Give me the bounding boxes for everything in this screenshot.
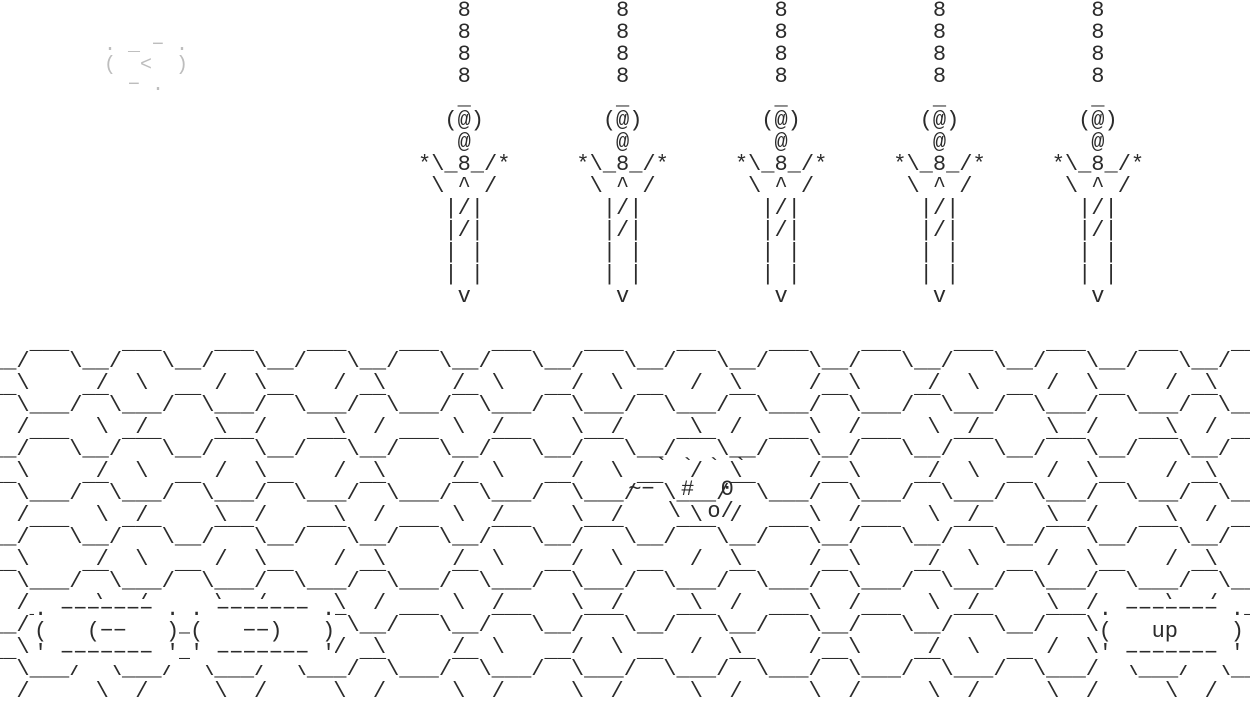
up-button[interactable]: . −−−−−−− . ( up ) ' −−−−−−− ' — [1099, 599, 1244, 665]
swords-row: 8 8 8 8 8 8 8 8 8 8 8 8 8 8 8 8 8 8 — [418, 0, 1144, 308]
move-left-button[interactable]: . −−−−−−− . ( (−− ) ' −−−−−−− ' — [34, 599, 179, 665]
honeycomb-floor: __/‾‾‾\__/‾‾‾\__/‾‾‾\__/‾‾‾\__/‾‾‾\__/‾‾… — [0, 351, 1250, 703]
move-right-button[interactable]: . −−−−−−− . ( −−) ) ' −−−−−−− ' — [190, 599, 335, 665]
back-button[interactable]: . _ − . ( < ) − . — [104, 36, 188, 96]
